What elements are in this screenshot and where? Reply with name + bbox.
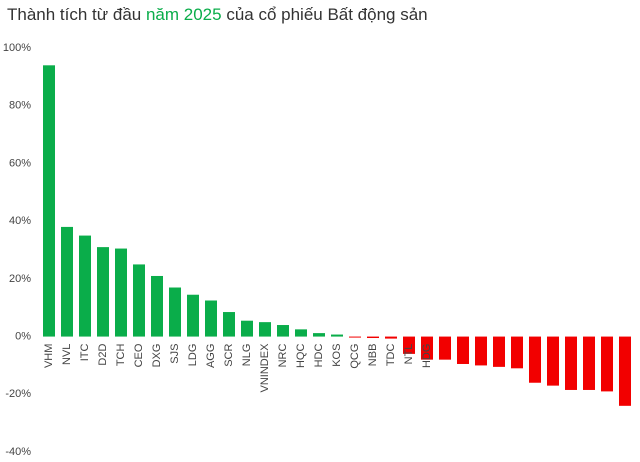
x-tick-label: LDG: [187, 344, 199, 367]
x-tick-label: AGG: [205, 344, 217, 368]
y-tick-label: 0%: [15, 330, 31, 342]
bar: [205, 300, 217, 337]
bar: [241, 320, 253, 337]
x-tick-label: NLG: [241, 344, 253, 367]
x-tick-label: VHM: [43, 344, 55, 368]
x-tick-label: TDC: [385, 344, 397, 367]
bar: [457, 336, 469, 364]
bar: [79, 235, 91, 337]
y-tick-label: 60%: [9, 157, 31, 169]
bar: [547, 336, 559, 386]
x-tick-label: VNINDEX: [259, 343, 271, 393]
x-tick-label: SJS: [169, 344, 181, 364]
x-tick-label: QCG: [349, 344, 361, 369]
bar: [349, 336, 361, 338]
x-tick-label: NRC: [277, 344, 289, 368]
title-part: của cổ phiếu Bất động sản: [221, 5, 428, 24]
bar: [421, 336, 433, 360]
title-highlight: năm 2025: [145, 5, 222, 24]
bar: [97, 247, 109, 337]
y-tick-label: -20%: [5, 388, 31, 400]
x-tick-label: NVL: [61, 344, 73, 365]
y-tick-label: -40%: [5, 446, 31, 458]
chart-title: Thành tích từ đầu năm 2025 của cổ phiếu …: [7, 5, 428, 25]
x-tick-label: TCH: [115, 344, 127, 367]
bar: [169, 287, 181, 337]
bar: [403, 336, 415, 354]
title-part: Thành tích từ đầu: [7, 5, 146, 24]
bar: [529, 336, 541, 383]
y-tick-label: 100%: [3, 42, 31, 54]
x-tick-label: HDG: [421, 344, 433, 368]
y-tick-label: 20%: [9, 273, 31, 285]
bar: [277, 325, 289, 337]
x-tick-label: NBB: [367, 344, 379, 367]
x-tick-label: NTL: [403, 344, 415, 365]
x-tick-label: KOS: [331, 344, 343, 367]
bar: [475, 336, 487, 366]
bar: [151, 275, 163, 337]
x-tick-label: ITC: [79, 344, 91, 362]
x-tick-label: HDC: [313, 344, 325, 368]
x-tick-label: D2D: [97, 344, 109, 366]
bar: [61, 226, 73, 337]
bar: [367, 336, 379, 339]
bar: [493, 336, 505, 367]
bar: [313, 333, 325, 337]
bar: [331, 334, 343, 337]
bar: [259, 322, 271, 337]
bar: [43, 65, 55, 337]
bar: [439, 336, 451, 360]
x-tick-label: HQC: [295, 344, 307, 369]
bar: [187, 294, 199, 337]
y-tick-label: 80%: [9, 100, 31, 112]
bar: [295, 329, 307, 337]
bar: [223, 312, 235, 337]
x-tick-label: DXG: [151, 344, 163, 368]
x-tick-label: CEO: [133, 343, 145, 367]
x-tick-label: SCR: [223, 344, 235, 367]
bar: [511, 336, 523, 369]
bar: [133, 264, 145, 337]
bar: [583, 336, 595, 390]
bar: [115, 248, 127, 337]
bar: [601, 336, 613, 392]
bar: [385, 336, 397, 339]
bar: [619, 336, 631, 406]
y-tick-label: 40%: [9, 215, 31, 227]
bar: [565, 336, 577, 390]
